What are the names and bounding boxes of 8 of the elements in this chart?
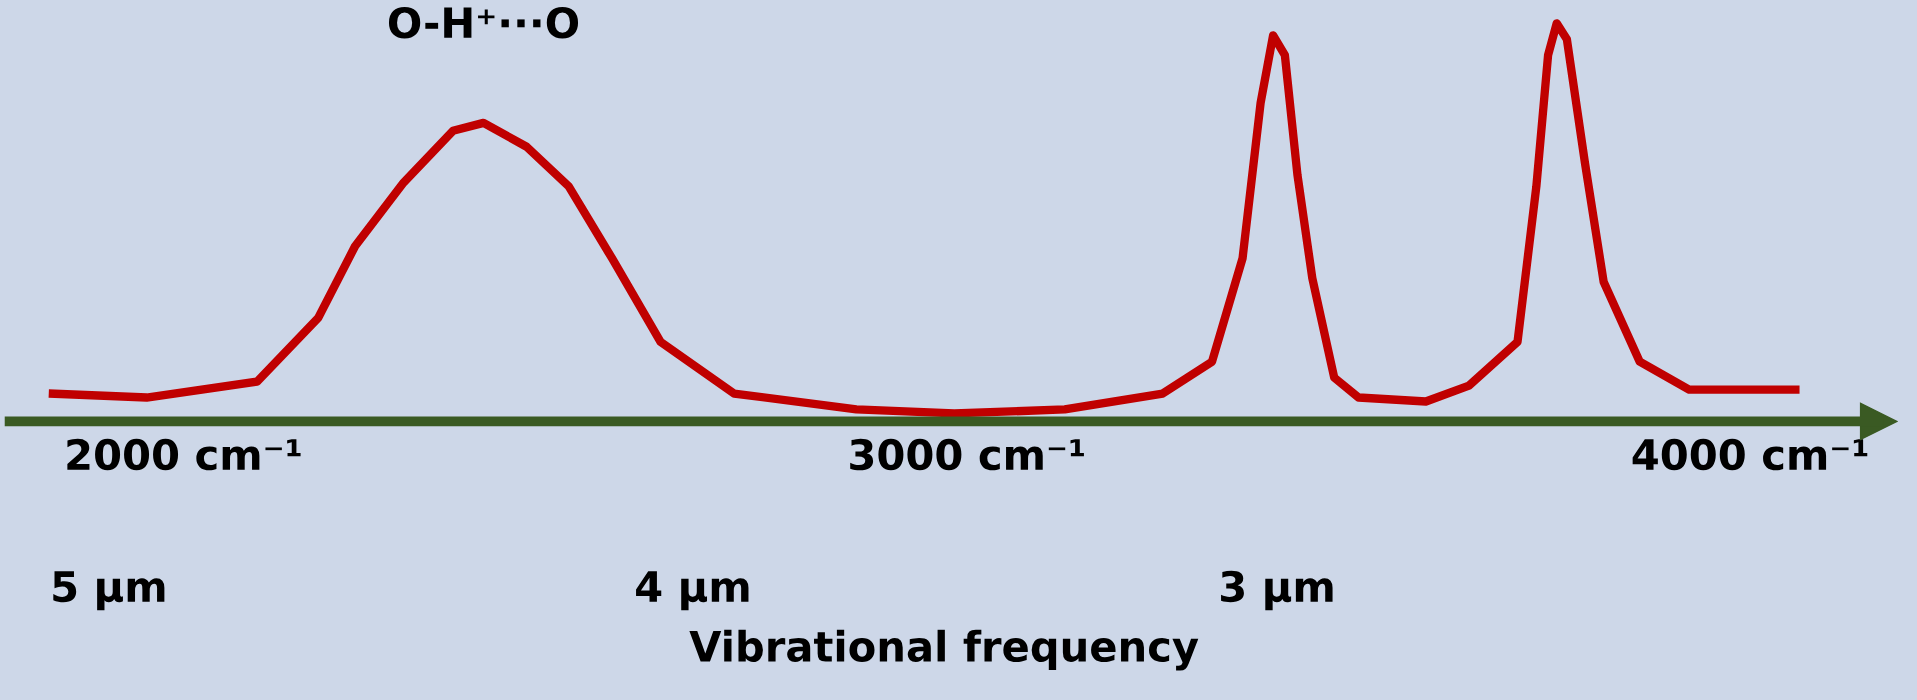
x-axis-title: Vibrational frequency: [689, 629, 1199, 671]
x2-tick-label: 3 µm: [1221, 570, 1333, 611]
x2-tick-label: 5 µm: [53, 571, 165, 611]
x-tick-label: 2000 cm⁻¹: [67, 438, 301, 471]
x-tick-label: 4000 cm⁻¹: [1632, 438, 1868, 471]
x2-tick-label: 4 µm: [636, 571, 749, 611]
x-tick-label: 3000 cm⁻¹: [850, 438, 1084, 471]
annotation: O-H⁺···O: [388, 6, 579, 39]
